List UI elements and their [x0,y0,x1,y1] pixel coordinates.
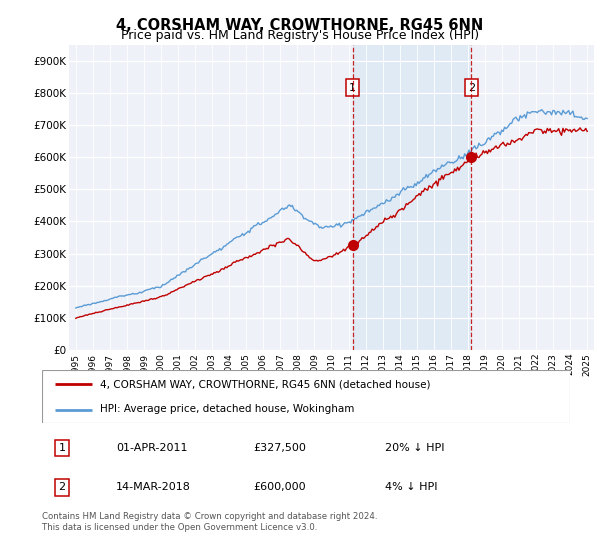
Text: 1: 1 [349,82,356,92]
Text: 20% ↓ HPI: 20% ↓ HPI [385,443,445,453]
Text: HPI: Average price, detached house, Wokingham: HPI: Average price, detached house, Woki… [100,404,355,414]
Text: 4% ↓ HPI: 4% ↓ HPI [385,482,438,492]
Text: 2: 2 [468,82,475,92]
Text: 1: 1 [59,443,65,453]
Text: Contains HM Land Registry data © Crown copyright and database right 2024.
This d: Contains HM Land Registry data © Crown c… [42,512,377,532]
Text: 01-APR-2011: 01-APR-2011 [116,443,187,453]
Text: 14-MAR-2018: 14-MAR-2018 [116,482,191,492]
Text: Price paid vs. HM Land Registry's House Price Index (HPI): Price paid vs. HM Land Registry's House … [121,29,479,42]
Bar [353,45,471,350]
Text: 4, CORSHAM WAY, CROWTHORNE, RG45 6NN (detached house): 4, CORSHAM WAY, CROWTHORNE, RG45 6NN (de… [100,380,431,390]
Text: 2: 2 [59,482,65,492]
Text: £327,500: £327,500 [253,443,306,453]
Text: £600,000: £600,000 [253,482,306,492]
Text: 4, CORSHAM WAY, CROWTHORNE, RG45 6NN: 4, CORSHAM WAY, CROWTHORNE, RG45 6NN [116,18,484,33]
